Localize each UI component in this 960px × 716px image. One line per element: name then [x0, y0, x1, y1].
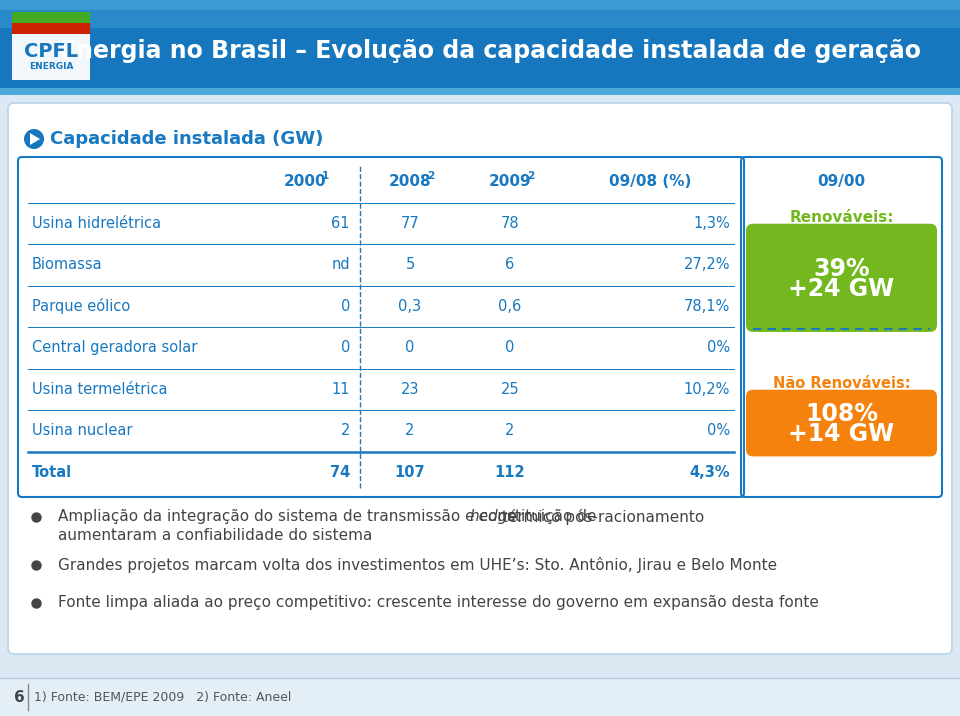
Text: 2009: 2009 [489, 174, 531, 189]
Text: Biomassa: Biomassa [32, 257, 103, 272]
Text: 09/08 (%): 09/08 (%) [609, 174, 691, 189]
Text: 74: 74 [329, 465, 350, 480]
Text: 25: 25 [501, 382, 519, 397]
Polygon shape [30, 133, 40, 145]
Text: 78,1%: 78,1% [684, 299, 730, 314]
Text: 0%: 0% [707, 423, 730, 438]
Circle shape [24, 129, 44, 149]
Text: Energia no Brasil – Evolução da capacidade instalada de geração: Energia no Brasil – Evolução da capacida… [60, 39, 921, 63]
Text: 2: 2 [427, 170, 435, 180]
Text: Ampliação da integração do sistema de transmissão e constituição de: Ampliação da integração do sistema de tr… [58, 510, 601, 525]
Text: 2: 2 [505, 423, 515, 438]
Bar [12, 12, 90, 23]
Text: Grandes projetos marcam volta dos investimentos em UHE’s: Sto. Antônio, Jirau e : Grandes projetos marcam volta dos invest… [58, 557, 778, 573]
Text: 108%: 108% [805, 402, 878, 426]
Text: Capacidade instalada (GW): Capacidade instalada (GW) [50, 130, 324, 148]
Text: 2: 2 [527, 170, 535, 180]
Text: ENERGIA: ENERGIA [29, 62, 73, 71]
Text: Renováveis:: Renováveis: [789, 210, 894, 225]
Text: CPFL: CPFL [24, 42, 78, 61]
Text: 0: 0 [341, 299, 350, 314]
Text: 0: 0 [505, 340, 515, 355]
Text: hedge: hedge [469, 510, 517, 525]
Text: 39%: 39% [813, 257, 870, 281]
Bar [0, 0, 960, 88]
FancyBboxPatch shape [8, 103, 952, 654]
Text: 78: 78 [501, 216, 519, 231]
Text: 2000: 2000 [284, 174, 326, 189]
Text: 27,2%: 27,2% [684, 257, 730, 272]
FancyBboxPatch shape [12, 12, 90, 80]
Text: nd: nd [331, 257, 350, 272]
Text: 0,3: 0,3 [398, 299, 421, 314]
FancyBboxPatch shape [746, 390, 937, 456]
Text: Usina termelétrica: Usina termelétrica [32, 382, 167, 397]
Text: Não Renováveis:: Não Renováveis: [773, 375, 910, 390]
Text: 61: 61 [331, 216, 350, 231]
Text: Parque eólico: Parque eólico [32, 299, 131, 314]
Text: 5: 5 [405, 257, 415, 272]
Text: 0%: 0% [707, 340, 730, 355]
Text: 77: 77 [400, 216, 420, 231]
Text: Usina nuclear: Usina nuclear [32, 423, 132, 438]
Text: 09/00: 09/00 [817, 174, 866, 189]
Bar [12, 23, 90, 34]
Text: Usina hidrelétrica: Usina hidrelétrica [32, 216, 161, 231]
Text: Fonte limpa aliada ao preço competitivo: crescente interesse do governo em expan: Fonte limpa aliada ao preço competitivo:… [58, 596, 819, 611]
Text: Central geradora solar: Central geradora solar [32, 340, 198, 355]
Text: térmico pós-racionamento: térmico pós-racionamento [497, 509, 704, 525]
Bar [0, 0, 960, 28]
Text: 11: 11 [331, 382, 350, 397]
Text: 10,2%: 10,2% [684, 382, 730, 397]
Text: 0,6: 0,6 [498, 299, 521, 314]
Text: 112: 112 [494, 465, 525, 480]
Text: 2: 2 [405, 423, 415, 438]
Text: 6: 6 [505, 257, 515, 272]
Bar [0, 678, 960, 716]
Text: 107: 107 [395, 465, 425, 480]
FancyBboxPatch shape [746, 223, 937, 332]
Text: 2: 2 [341, 423, 350, 438]
Text: 1) Fonte: BEM/EPE 2009   2) Fonte: Aneel: 1) Fonte: BEM/EPE 2009 2) Fonte: Aneel [34, 690, 292, 704]
Text: 1: 1 [323, 170, 329, 180]
Text: 23: 23 [400, 382, 420, 397]
Bar [0, 88, 960, 95]
Text: 0: 0 [405, 340, 415, 355]
Text: 2008: 2008 [389, 174, 431, 189]
Text: 6: 6 [14, 690, 25, 705]
Text: 4,3%: 4,3% [689, 465, 730, 480]
Bar [0, 0, 960, 10]
Text: Total: Total [32, 465, 72, 480]
Text: 0: 0 [341, 340, 350, 355]
Text: +24 GW: +24 GW [788, 277, 895, 301]
Text: 1,3%: 1,3% [693, 216, 730, 231]
Text: aumentaram a confiabilidade do sistema: aumentaram a confiabilidade do sistema [58, 528, 372, 543]
Text: +14 GW: +14 GW [788, 422, 895, 446]
